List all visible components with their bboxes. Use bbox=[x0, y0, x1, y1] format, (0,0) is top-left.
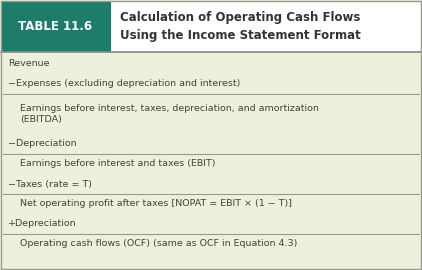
Text: Revenue: Revenue bbox=[8, 59, 49, 69]
Bar bbox=[1, 1, 111, 52]
Text: −Taxes (rate = T): −Taxes (rate = T) bbox=[8, 180, 92, 188]
Text: Earnings before interest and taxes (EBIT): Earnings before interest and taxes (EBIT… bbox=[20, 160, 216, 168]
Bar bbox=[1, 52, 421, 269]
Text: +Depreciation: +Depreciation bbox=[8, 220, 77, 228]
Text: −Depreciation: −Depreciation bbox=[8, 140, 77, 148]
Text: Earnings before interest, taxes, depreciation, and amortization
(EBITDA): Earnings before interest, taxes, depreci… bbox=[20, 104, 319, 124]
Text: Calculation of Operating Cash Flows
Using the Income Statement Format: Calculation of Operating Cash Flows Usin… bbox=[120, 11, 361, 42]
Bar bbox=[111, 1, 421, 52]
Text: Net operating profit after taxes [NOPAT = EBIT × (1 − T)]: Net operating profit after taxes [NOPAT … bbox=[20, 200, 292, 208]
Text: Operating cash flows (OCF) (same as OCF in Equation 4.3): Operating cash flows (OCF) (same as OCF … bbox=[20, 239, 298, 248]
Text: TABLE 11.6: TABLE 11.6 bbox=[18, 19, 92, 32]
Text: −Expenses (excluding depreciation and interest): −Expenses (excluding depreciation and in… bbox=[8, 79, 241, 89]
